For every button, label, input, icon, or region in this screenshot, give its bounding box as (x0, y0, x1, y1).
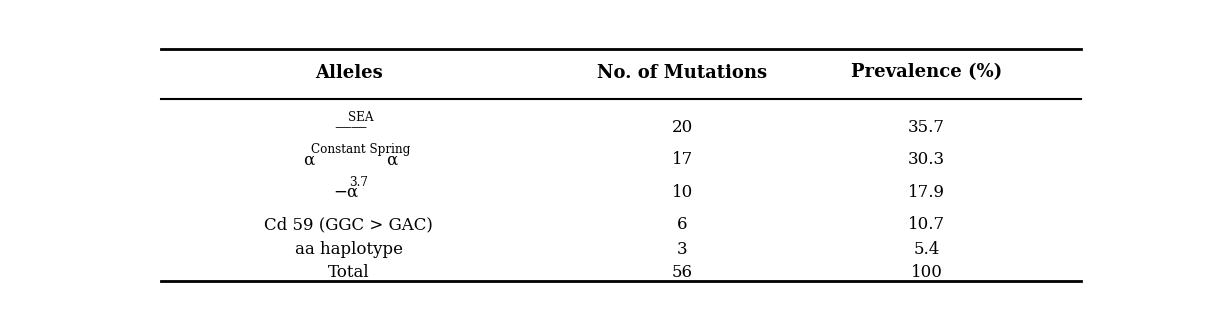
Text: ——: —— (335, 119, 367, 136)
Text: Constant Spring: Constant Spring (311, 144, 411, 156)
Text: α: α (303, 151, 314, 168)
Text: 100: 100 (910, 264, 943, 281)
Text: 17: 17 (671, 151, 693, 168)
Text: 6: 6 (678, 216, 687, 233)
Text: −α: −α (333, 184, 359, 201)
Text: aa haplotype: aa haplotype (295, 241, 402, 258)
Text: Prevalence (%): Prevalence (%) (851, 64, 1002, 82)
Text: 35.7: 35.7 (908, 119, 945, 136)
Text: 20: 20 (671, 119, 693, 136)
Text: SEA: SEA (348, 111, 373, 124)
Text: Alleles: Alleles (315, 64, 383, 82)
Text: 10: 10 (671, 184, 693, 201)
Text: Total: Total (328, 264, 370, 281)
Text: 3.7: 3.7 (349, 176, 368, 189)
Text: 3: 3 (676, 241, 687, 258)
Text: 17.9: 17.9 (908, 184, 945, 201)
Text: 30.3: 30.3 (908, 151, 945, 168)
Text: 5.4: 5.4 (913, 241, 939, 258)
Text: Cd 59 (GGC > GAC): Cd 59 (GGC > GAC) (264, 216, 433, 233)
Text: α: α (387, 151, 398, 168)
Text: 10.7: 10.7 (908, 216, 945, 233)
Text: No. of Mutations: No. of Mutations (598, 64, 767, 82)
Text: 56: 56 (671, 264, 693, 281)
